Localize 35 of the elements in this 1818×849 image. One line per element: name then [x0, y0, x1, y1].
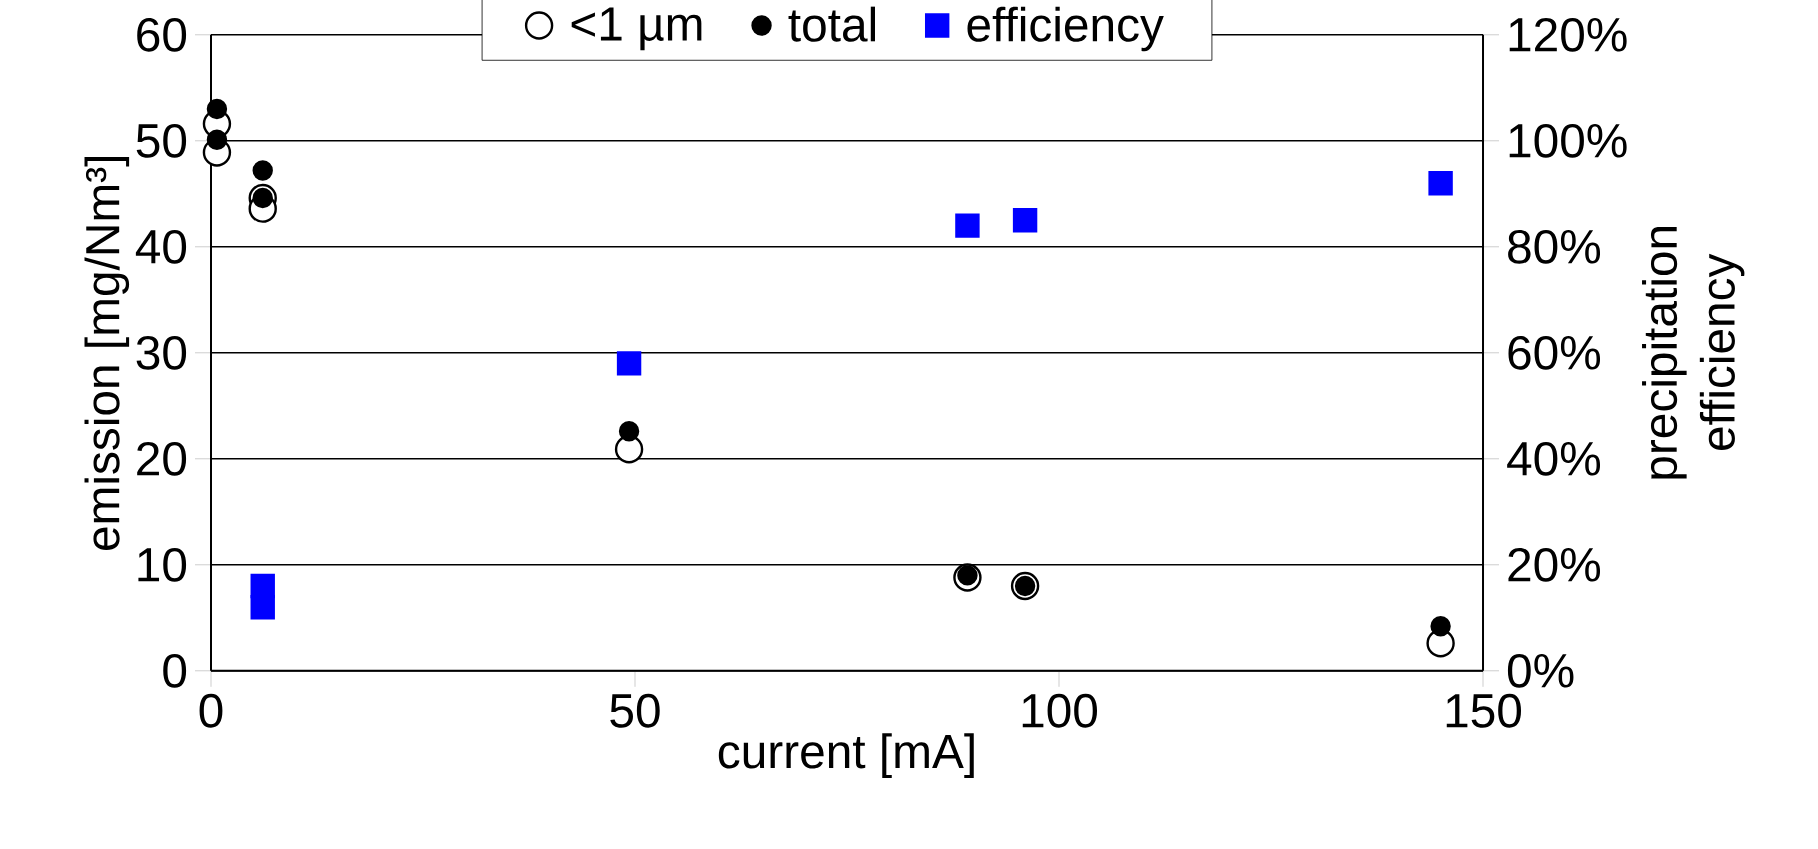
- point: [252, 187, 273, 209]
- point: [1430, 616, 1451, 637]
- y2-tick-label: 40%: [1507, 441, 1601, 476]
- y-tick-label: 0: [163, 653, 187, 688]
- y2-axis-title: precipitation efficiency: [1642, 227, 1745, 479]
- y-tick-label: 50: [136, 123, 187, 158]
- x-tick-label: 150: [1446, 693, 1522, 728]
- point: [1012, 208, 1038, 233]
- legend-label: <1 µm: [571, 7, 702, 51]
- point: [206, 98, 228, 120]
- y-tick-label: 10: [138, 547, 187, 582]
- y2-tick-label: 120%: [1509, 17, 1627, 52]
- point: [955, 213, 980, 238]
- point: [616, 351, 642, 376]
- x-tick-label: 100: [1022, 693, 1098, 728]
- y-axis-title: emission [mg/Nm³]: [84, 157, 130, 551]
- y2-tick-label: 100%: [1509, 123, 1627, 158]
- x-axis-title: current [mA]: [718, 733, 974, 779]
- y2-tick-label: 20%: [1508, 547, 1601, 582]
- x-tick-label: 0: [199, 693, 223, 728]
- y2-tick-label: 60%: [1508, 335, 1601, 370]
- point: [1428, 171, 1453, 196]
- y-tick-label: 30: [136, 335, 187, 370]
- y2-tick-label: 0%: [1507, 653, 1574, 688]
- y-tick-label: 40: [135, 229, 187, 264]
- legend-label: efficiency: [967, 6, 1164, 52]
- point: [252, 160, 273, 181]
- y-tick-label: 60: [137, 17, 187, 52]
- y-tick-label: 20: [137, 441, 187, 476]
- point: [618, 421, 640, 442]
- point: [206, 129, 228, 151]
- legend-label: total: [788, 6, 876, 42]
- x-tick-label: 50: [610, 693, 660, 728]
- point: [250, 595, 275, 620]
- y2-tick-label: 80%: [1508, 229, 1601, 264]
